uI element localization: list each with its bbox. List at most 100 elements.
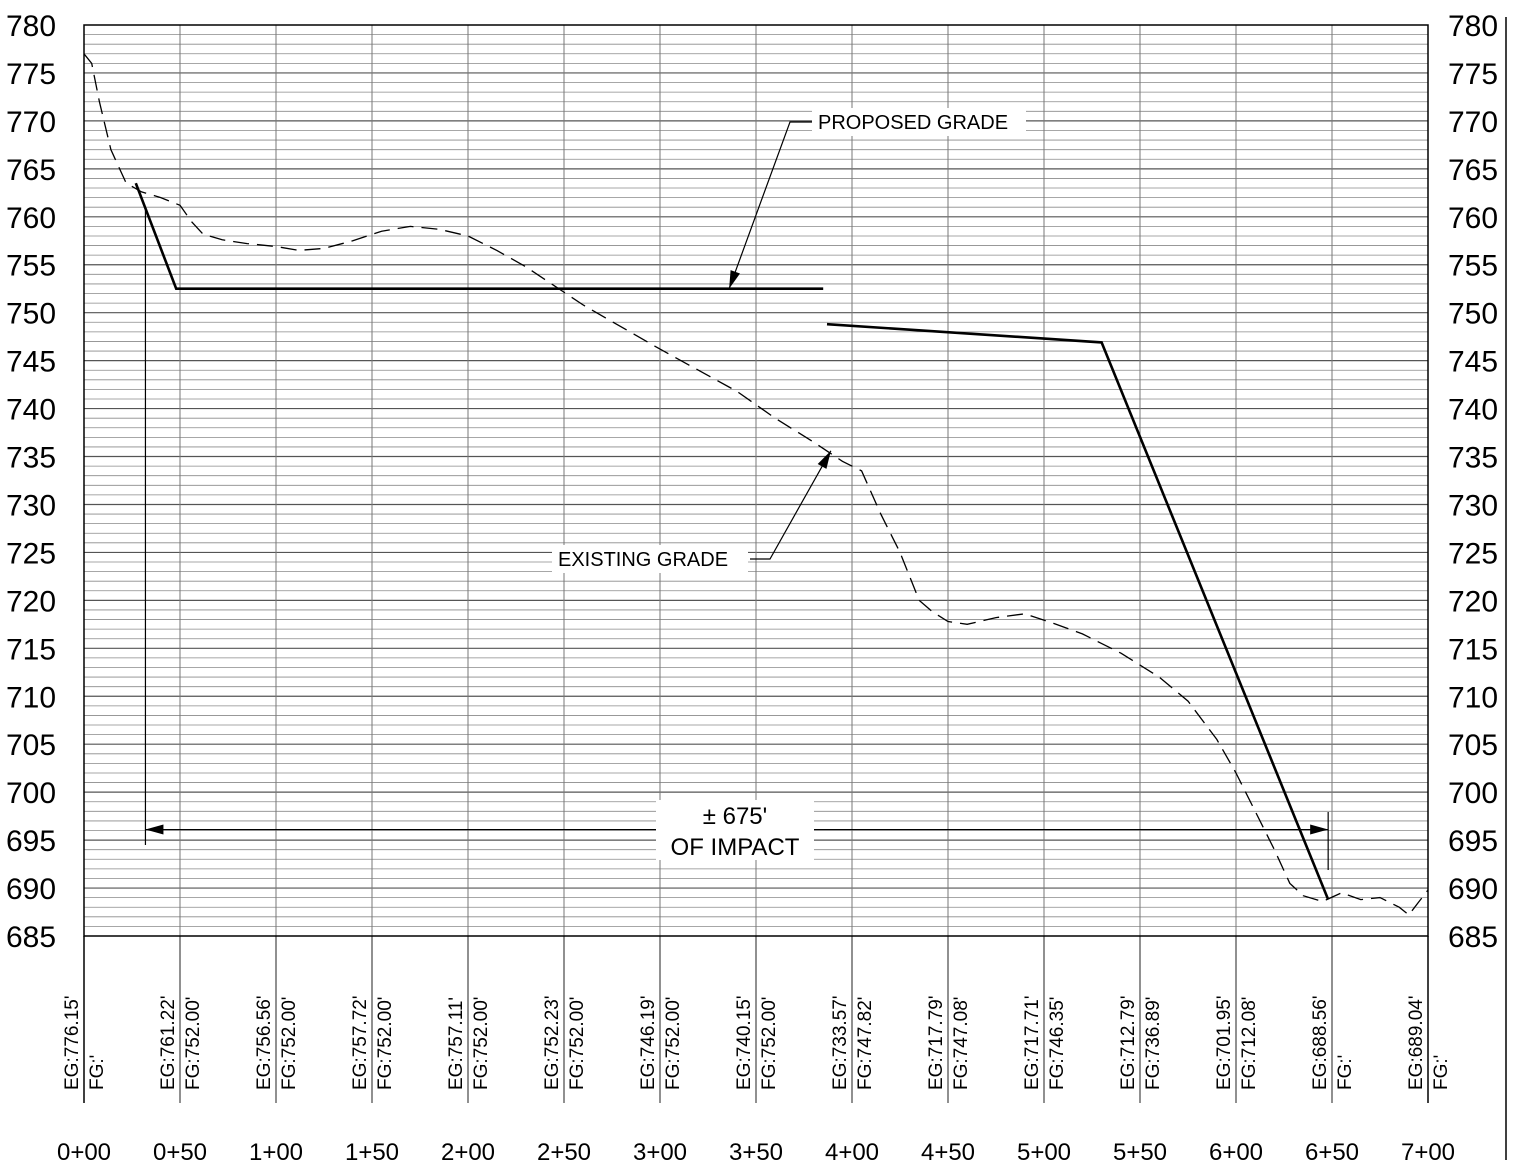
major-gridlines [84,25,1428,1103]
y-tick-label-left: 710 [6,681,56,714]
y-tick-label-right: 720 [1448,585,1498,618]
x-tick-label: 4+50 [921,1139,975,1166]
y-tick-label-left: 750 [6,298,56,331]
station-eg-label: EG:757.11' [446,997,467,1090]
y-tick-label-right: 740 [1448,394,1498,427]
y-tick-label-left: 760 [6,202,56,235]
station-fg-label: FG:747.82' [855,997,876,1090]
y-tick-label-left: 735 [6,442,56,475]
y-tick-label-left: 720 [6,585,56,618]
proposed-grade-leader [729,122,1024,289]
x-tick-label: 2+50 [537,1139,591,1166]
y-tick-label-right: 715 [1448,633,1498,666]
x-tick-label: 1+50 [345,1139,399,1166]
existing-grade-label: EXISTING GRADE [558,549,728,571]
x-tick-label: 6+00 [1209,1139,1263,1166]
impact-label-line1: ± 675' [703,803,767,830]
y-tick-label-right: 695 [1448,825,1498,858]
y-tick-label-right: 690 [1448,873,1498,906]
station-fg-label: FG:752.00' [759,997,780,1090]
station-eg-label: EG:740.15' [734,996,755,1090]
station-eg-label: EG:757.72' [350,996,371,1090]
y-tick-label-right: 725 [1448,537,1498,570]
station-fg-label: FG:712.08' [1239,997,1260,1090]
station-eg-label: EG:733.57' [830,996,851,1090]
x-tick-label: 3+50 [729,1139,783,1166]
y-tick-label-left: 715 [6,633,56,666]
impact-label-line2: OF IMPACT [671,834,800,861]
y-tick-label-right: 735 [1448,442,1498,475]
station-eg-label: EG:761.22' [158,996,179,1090]
impact-arrowhead-right [1310,825,1328,835]
station-fg-label: FG:747.08' [951,997,972,1090]
y-tick-label-right: 755 [1448,250,1498,283]
station-eg-label: EG:752.23' [542,996,563,1090]
y-tick-label-right: 775 [1448,58,1498,91]
y-tick-label-left: 745 [6,346,56,379]
proposed-grade-label: PROPOSED GRADE [818,112,1008,134]
x-tick-label: 2+00 [441,1139,495,1166]
proposed-grade-line [827,324,1328,899]
y-tick-label-left: 705 [6,729,56,762]
y-tick-label-left: 755 [6,250,56,283]
y-tick-label-left: 730 [6,489,56,522]
y-tick-label-right: 710 [1448,681,1498,714]
station-fg-label: FG:752.00' [663,997,684,1090]
station-fg-label: FG:752.00' [471,997,492,1090]
x-tick-label: 5+50 [1113,1139,1167,1166]
x-tick-label: 5+00 [1017,1139,1071,1166]
impact-arrowhead-left [145,825,163,835]
station-fg-label: FG:' [1335,1055,1356,1090]
x-tick-label: 4+00 [825,1139,879,1166]
plot-frame [84,17,1506,1160]
station-fg-label: FG:752.00' [183,997,204,1090]
y-tick-label-right: 760 [1448,202,1498,235]
y-tick-label-left: 695 [6,825,56,858]
y-tick-label-left: 690 [6,873,56,906]
station-fg-label: FG:' [87,1055,108,1090]
station-fg-label: FG:752.00' [375,997,396,1090]
station-eg-label: EG:689.04' [1406,996,1427,1090]
y-tick-label-left: 725 [6,537,56,570]
x-axis-labels: 0+00 0+50 1+00 1+50 2+00 2+50 3+00 3+50 4+00 4+50… [57,1139,1455,1166]
x-tick-label: 7+00 [1401,1139,1455,1166]
y-tick-label-right: 750 [1448,298,1498,331]
y-tick-label-left: 775 [6,58,56,91]
y-tick-label-right: 780 [1448,10,1498,43]
y-tick-label-right: 685 [1448,921,1498,954]
y-tick-label-left: 700 [6,777,56,810]
y-tick-label-left: 765 [6,154,56,187]
station-eg-label: EG:712.79' [1118,996,1139,1090]
station-label-band: EG:776.15' FG:' EG:761.22' FG:752.00' EG:756… [62,996,1452,1090]
annotations: PROPOSED GRADE EXISTING GRADE ± 675' OF IMP… [145,108,1328,870]
y-tick-label-left: 780 [6,10,56,43]
station-eg-label: EG:688.56' [1310,996,1331,1090]
y-tick-label-right: 730 [1448,489,1498,522]
station-fg-label: FG:752.00' [567,997,588,1090]
station-eg-label: EG:776.15' [62,996,83,1090]
x-tick-label: 0+50 [153,1139,207,1166]
y-tick-label-right: 745 [1448,346,1498,379]
x-tick-label: 6+50 [1305,1139,1359,1166]
station-fg-label: FG:736.89' [1143,997,1164,1090]
x-tick-label: 3+00 [633,1139,687,1166]
station-fg-label: FG:' [1431,1055,1452,1090]
y-tick-label-right: 705 [1448,729,1498,762]
y-tick-label-left: 770 [6,106,56,139]
station-eg-label: EG:746.19' [638,996,659,1090]
y-tick-label-right: 770 [1448,106,1498,139]
y-tick-label-left: 740 [6,394,56,427]
x-tick-label: 0+00 [57,1139,111,1166]
station-fg-label: FG:752.00' [279,997,300,1090]
station-eg-label: EG:701.95' [1214,996,1235,1090]
y-tick-label-left: 685 [6,921,56,954]
proposed-grade-arrowhead [729,270,740,289]
y-tick-label-right: 700 [1448,777,1498,810]
station-fg-label: FG:746.35' [1047,997,1068,1090]
station-eg-label: EG:717.79' [926,996,947,1090]
station-eg-label: EG:717.71' [1022,996,1043,1090]
y-tick-label-right: 765 [1448,154,1498,187]
x-tick-label: 1+00 [249,1139,303,1166]
station-eg-label: EG:756.56' [254,996,275,1090]
